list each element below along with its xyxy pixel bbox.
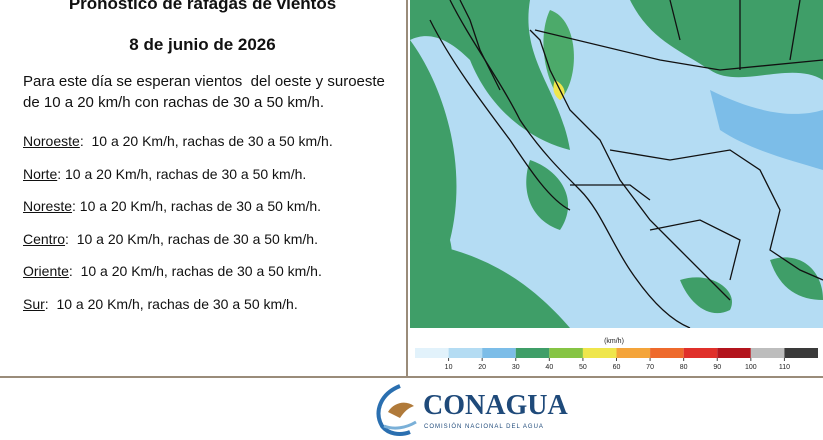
region-line: Noroeste: 10 a 20 Km/h, rachas de 30 a 5… bbox=[23, 133, 333, 149]
colorbar-label: 90 bbox=[713, 364, 721, 371]
region-text: : 10 a 20 Km/h, rachas de 30 a 50 km/h. bbox=[65, 230, 318, 247]
region-line: Sur: 10 a 20 Km/h, rachas de 30 a 50 km/… bbox=[23, 296, 298, 312]
logo-name: CONAGUA bbox=[423, 390, 568, 421]
colorbar: 10 20 30 40 50 60 70 80 90 100 110 bbox=[415, 348, 818, 371]
region-name: Noreste bbox=[23, 198, 73, 214]
region-line: Norte: 10 a 20 Km/h, rachas de 30 a 50 k… bbox=[23, 166, 306, 182]
colorbar-segment bbox=[448, 348, 483, 358]
region-line: Centro: 10 a 20 Km/h, rachas de 30 a 50 … bbox=[23, 231, 318, 247]
date: 8 de junio de 2026 bbox=[129, 35, 276, 54]
region-line: Oriente: 10 a 20 Km/h, rachas de 30 a 50… bbox=[23, 263, 322, 279]
legend-unit: (km/h) bbox=[604, 338, 624, 345]
region-name: Norte bbox=[23, 165, 58, 182]
colorbar-segment bbox=[750, 348, 785, 358]
title: Pronóstico de ráfagas de vientos bbox=[68, 0, 337, 13]
summary-line: de 10 a 20 km/h con rachas de 30 a 50 km… bbox=[23, 94, 325, 111]
summary-line: Para este día se esperan vientos del oes… bbox=[23, 73, 385, 90]
region-text: : 10 a 20 Km/h, rachas de 30 a 50 km/h. bbox=[79, 133, 333, 149]
map: (km/h) 10 20 30 40 50 60 70 80 90 100 110 bbox=[410, 0, 823, 376]
region-text: : 10 a 20 Km/h, rachas de 30 a 50 km/h. bbox=[57, 165, 307, 182]
region-name: Noroeste bbox=[23, 133, 80, 149]
colorbar-segment bbox=[549, 348, 583, 358]
region-name: Oriente bbox=[23, 263, 69, 279]
colorbar-label: 50 bbox=[579, 364, 587, 371]
colorbar-label: 100 bbox=[745, 364, 757, 371]
colorbar-segment bbox=[784, 348, 818, 358]
region-line: Noreste: 10 a 20 Km/h, rachas de 30 a 50… bbox=[23, 198, 321, 214]
colorbar-label: 110 bbox=[779, 364, 790, 371]
region-name: Centro bbox=[23, 230, 66, 247]
colorbar-segment bbox=[482, 348, 516, 358]
colorbar-label: 40 bbox=[545, 364, 553, 371]
colorbar-label: 80 bbox=[680, 364, 688, 371]
colorbar-label: 20 bbox=[478, 364, 486, 371]
colorbar-segment bbox=[717, 348, 751, 358]
region-text: : 10 a 20 Km/h, rachas de 30 a 50 km/h. bbox=[72, 198, 322, 214]
colorbar-segment bbox=[415, 348, 449, 358]
frame-line bbox=[0, 376, 823, 378]
region-name: Sur bbox=[23, 295, 45, 312]
region-text: : 10 a 20 Km/h, rachas de 30 a 50 km/h. bbox=[44, 295, 298, 312]
colorbar-label: 60 bbox=[613, 364, 621, 371]
logo-icon bbox=[376, 384, 417, 436]
colorbar-segment bbox=[650, 348, 684, 358]
colorbar-segment bbox=[515, 348, 550, 358]
colorbar-segment bbox=[616, 348, 651, 358]
colorbar-label: 10 bbox=[445, 364, 453, 371]
region-text: : 10 a 20 Km/h, rachas de 30 a 50 km/h. bbox=[68, 263, 322, 279]
frame-line bbox=[406, 0, 408, 378]
colorbar-segment bbox=[582, 348, 617, 358]
colorbar-segment bbox=[683, 348, 718, 358]
colorbar-label: 30 bbox=[512, 364, 520, 371]
logo-subtitle: COMISIÓN NACIONAL DEL AGUA bbox=[424, 424, 544, 430]
colorbar-label: 70 bbox=[646, 364, 654, 371]
